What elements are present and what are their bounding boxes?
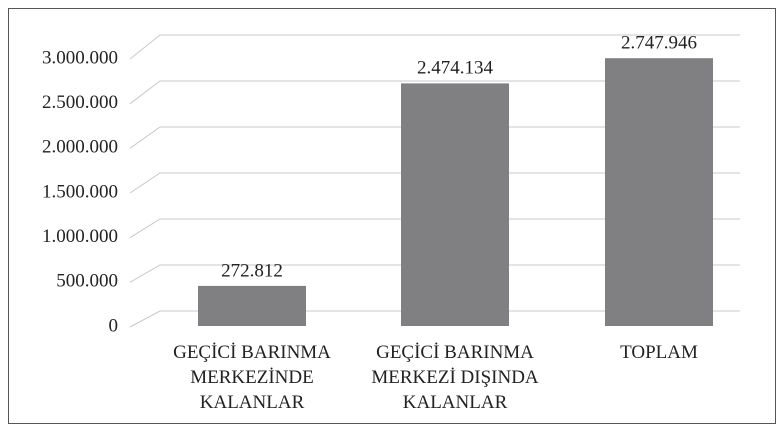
y-tick-label: 2.500.000 [42, 92, 118, 113]
y-tick-label: 2.000.000 [42, 137, 118, 158]
border [8, 8, 776, 424]
y-tick-label: 3.000.000 [42, 47, 118, 68]
grid-line [129, 126, 740, 149]
y-tick-label: 1.500.000 [42, 181, 118, 202]
bar [198, 285, 306, 326]
value-label: 272.812 [221, 260, 283, 281]
value-label: 2.474.134 [417, 58, 494, 79]
y-tick-label: 1.000.000 [42, 226, 118, 247]
y-tick-label: 500.000 [56, 271, 118, 292]
y-tick-label: 0 [109, 315, 119, 336]
grid-line [129, 172, 740, 194]
x-tick-label: GEÇİCİ BARINMA MERKEZİNDE KALANLAR [173, 342, 331, 413]
bar [401, 83, 509, 326]
bar [605, 58, 713, 327]
grid-line [129, 264, 740, 283]
grid-line [129, 80, 740, 105]
grid-line [129, 310, 740, 328]
x-tick-label: TOPLAM [620, 342, 698, 363]
x-tick-label: GEÇİCİ BARINMA MERKEZİ DIŞINDA KALANLAR [371, 342, 539, 413]
value-label: 2.747.946 [621, 33, 697, 54]
grid-line [129, 218, 740, 239]
grid-line [129, 34, 740, 60]
